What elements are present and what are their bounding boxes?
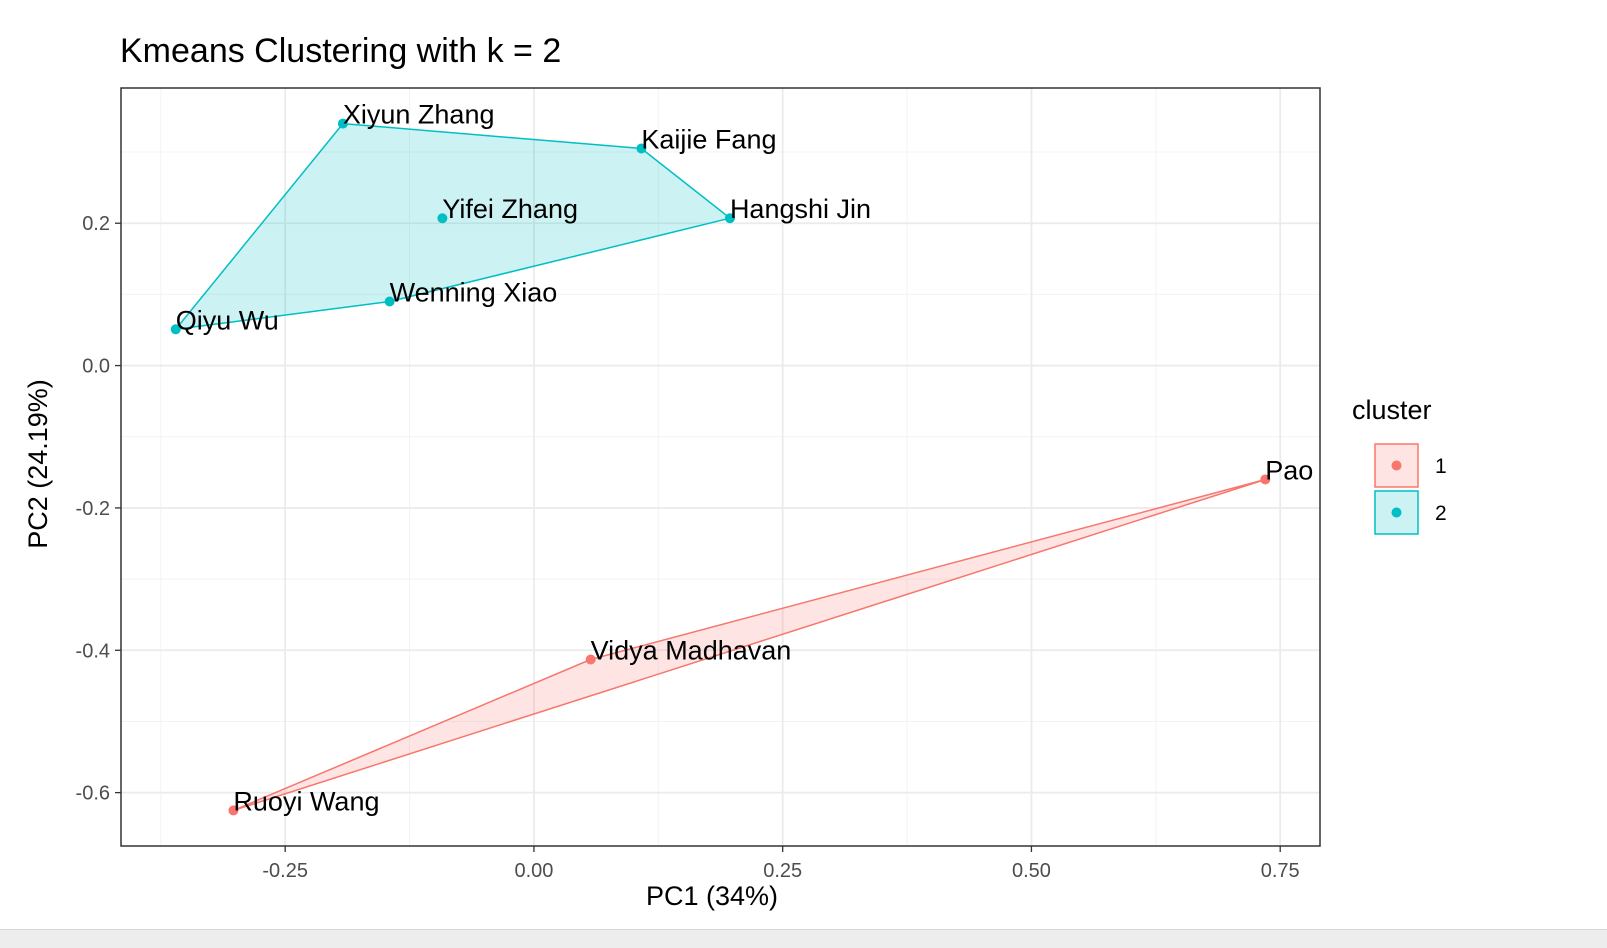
legend: cluster 1 2 bbox=[1352, 395, 1447, 535]
data-point bbox=[636, 143, 647, 154]
legend-label: 1 bbox=[1435, 455, 1447, 478]
point-label: Hangshi Jin bbox=[730, 194, 871, 224]
legend-key-point bbox=[1391, 507, 1402, 518]
x-tick-label: 0.50 bbox=[1012, 860, 1051, 882]
y-tick-label: 0.0 bbox=[82, 356, 110, 378]
legend-label: 2 bbox=[1435, 502, 1447, 525]
x-tick-label: -0.25 bbox=[262, 860, 308, 882]
x-tick-label: 0.00 bbox=[514, 860, 553, 882]
data-point bbox=[337, 118, 348, 129]
y-tick-label: -0.4 bbox=[76, 640, 110, 662]
x-tick-label: 0.75 bbox=[1261, 860, 1300, 882]
cluster-hull-1 bbox=[233, 478, 1266, 812]
data-point bbox=[170, 324, 181, 335]
y-tick-label: -0.6 bbox=[76, 783, 110, 805]
x-axis: -0.25 0.00 0.25 0.50 0.75 bbox=[262, 846, 1300, 882]
point-label: Kaijie Fang bbox=[641, 124, 776, 154]
y-tick-label: -0.2 bbox=[76, 498, 110, 520]
legend-title: cluster bbox=[1352, 395, 1432, 425]
window-bottom-strip bbox=[0, 929, 1607, 948]
point-label: Xiyun Zhang bbox=[343, 100, 495, 130]
point-label: Qiyu Wu bbox=[176, 305, 279, 335]
chart-title: Kmeans Clustering with k = 2 bbox=[120, 32, 561, 70]
point-label: Vidya Madhavan bbox=[591, 636, 792, 666]
data-point bbox=[384, 296, 395, 307]
data-point bbox=[228, 805, 239, 816]
data-point bbox=[585, 654, 596, 665]
cluster-hull-2 bbox=[173, 122, 732, 331]
y-axis: -0.6 -0.4 -0.2 0.0 0.2 bbox=[76, 213, 121, 805]
plot-panel: Pao Vidya Madhavan Ruoyi Wang Xiyun Zhang Ka… bbox=[120, 87, 1321, 847]
panel-border bbox=[120, 87, 1321, 847]
data-point bbox=[724, 213, 735, 224]
point-label: Pao bbox=[1265, 455, 1313, 485]
x-tick-label: 0.25 bbox=[763, 860, 802, 882]
y-tick-label: 0.2 bbox=[82, 213, 110, 235]
data-point bbox=[1260, 474, 1271, 485]
data-point bbox=[437, 213, 448, 224]
point-label: Yifei Zhang bbox=[442, 194, 578, 224]
y-axis-title: PC2 (24.19%) bbox=[23, 379, 53, 549]
point-label: Wenning Xiao bbox=[390, 278, 558, 308]
point-label: Ruoyi Wang bbox=[233, 786, 379, 816]
x-axis-title: PC1 (34%) bbox=[646, 881, 778, 911]
legend-key-point bbox=[1391, 460, 1402, 471]
panel-background bbox=[121, 88, 1320, 846]
